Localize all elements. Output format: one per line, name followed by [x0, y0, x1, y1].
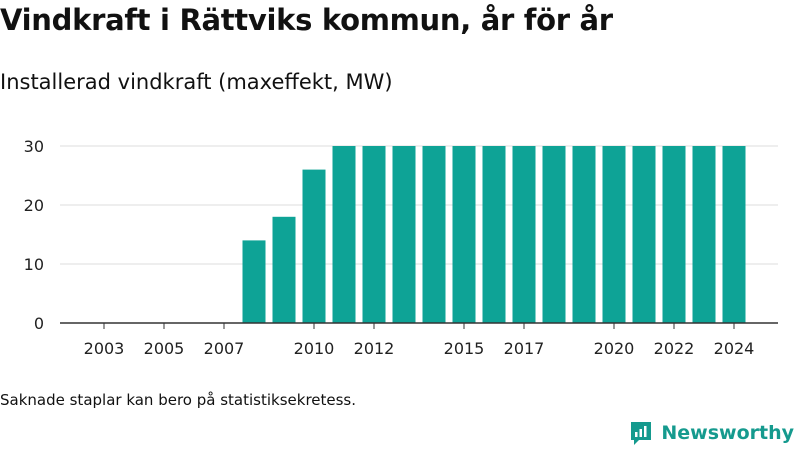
brand[interactable]: Newsworthy [629, 420, 794, 446]
bar [602, 146, 626, 323]
x-tick-label: 2024 [714, 339, 755, 358]
bar [722, 146, 746, 323]
x-tick-label: 2017 [504, 339, 545, 358]
x-tick-label: 2010 [294, 339, 335, 358]
bar [332, 146, 356, 323]
bar [692, 146, 716, 323]
bar [302, 169, 326, 323]
bar [392, 146, 416, 323]
footnote: Saknade staplar kan bero på statistiksek… [0, 391, 357, 409]
bar [512, 146, 536, 323]
gridlines [60, 145, 778, 265]
bars [242, 146, 746, 323]
brand-name: Newsworthy [661, 422, 794, 444]
x-axis: 2003 2005 2007 2010 2012 2015 2017 2020 2022 2024 [60, 322, 778, 358]
bar [662, 146, 686, 323]
y-tick-label: 0 [34, 314, 44, 333]
x-tick-label: 2022 [654, 339, 695, 358]
x-tick-label: 2015 [444, 339, 485, 358]
bar [572, 146, 596, 323]
bar [632, 146, 656, 323]
x-tick-label: 2012 [354, 339, 395, 358]
bar-chart: 0 10 20 30 2003 2005 2007 2010 2012 2015 2017 2020… [24, 137, 778, 358]
bar [422, 146, 446, 323]
bar [362, 146, 386, 323]
y-tick-label: 10 [24, 255, 44, 274]
bar [242, 240, 266, 323]
bar [482, 146, 506, 323]
y-tick-label: 30 [24, 137, 44, 156]
newsworthy-logo-icon [631, 422, 652, 445]
y-tick-label: 20 [24, 196, 44, 215]
x-tick-label: 2005 [144, 339, 185, 358]
chart-subtitle: Installerad vindkraft (maxeffekt, MW) [0, 70, 393, 94]
x-tick-label: 2020 [594, 339, 635, 358]
chart-title: Vindkraft i Rättviks kommun, år för år [0, 3, 613, 37]
bar [272, 216, 296, 323]
bar [452, 146, 476, 323]
y-axis-labels: 0 10 20 30 [24, 137, 44, 333]
x-tick-label: 2003 [84, 339, 125, 358]
x-tick-label: 2007 [204, 339, 245, 358]
bar [542, 146, 566, 323]
